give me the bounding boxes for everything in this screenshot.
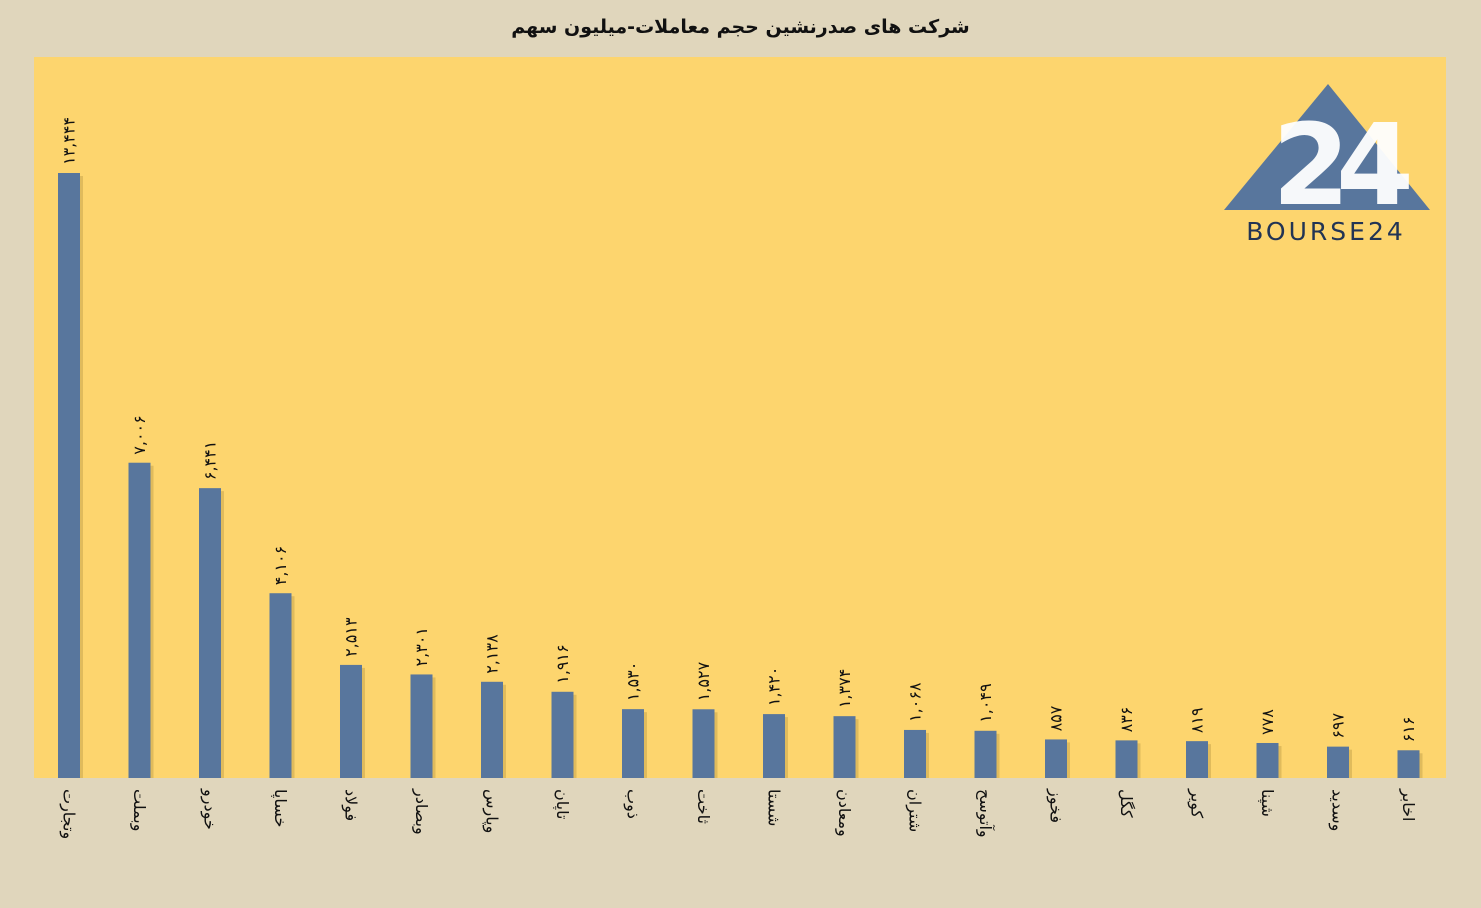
bar bbox=[551, 691, 574, 778]
bar bbox=[481, 681, 503, 778]
value-label: ۸۳۶ bbox=[1117, 707, 1136, 733]
bar bbox=[1045, 739, 1067, 778]
value-label: ۷,۰۰۶ bbox=[130, 415, 149, 454]
bar bbox=[199, 488, 221, 778]
plot-area bbox=[34, 57, 1446, 778]
value-label: ۶۹۷ bbox=[1329, 712, 1348, 738]
logo-numeral: 24 bbox=[1272, 101, 1409, 231]
bar bbox=[692, 709, 715, 778]
category-label: ومعادن bbox=[834, 789, 854, 837]
bar bbox=[410, 674, 433, 778]
value-label: ۱,۹۱۶ bbox=[553, 644, 572, 683]
value-label: ۱,۰۶۸ bbox=[906, 682, 925, 722]
bar bbox=[622, 709, 644, 778]
bar bbox=[904, 729, 926, 778]
bar bbox=[833, 716, 856, 778]
value-label: ۱,۳۷۴ bbox=[835, 669, 854, 708]
bar bbox=[128, 462, 151, 778]
category-label: ذوب bbox=[623, 789, 643, 819]
bar bbox=[269, 593, 292, 778]
bar bbox=[1115, 740, 1138, 778]
bar bbox=[58, 173, 80, 778]
bar bbox=[763, 714, 785, 778]
bar bbox=[340, 664, 362, 778]
category-label: فولاد bbox=[341, 789, 361, 821]
bar bbox=[974, 730, 997, 778]
category-label: شپنا bbox=[1257, 789, 1277, 817]
category-label: فخوز bbox=[1046, 788, 1066, 823]
bourse24-logo: 24 BOURSE24 bbox=[1224, 84, 1430, 246]
value-label: ۴,۱۰۶ bbox=[271, 546, 290, 585]
category-label: شتران bbox=[905, 789, 925, 832]
category-label: وبملت bbox=[129, 789, 149, 831]
category-label: کویر bbox=[1187, 788, 1207, 819]
category-label: خودرو bbox=[200, 788, 220, 830]
value-label: ۱,۵۳۰ bbox=[624, 662, 643, 701]
value-label: ۶,۴۴۱ bbox=[201, 441, 220, 480]
value-label: ۷۷۸ bbox=[1258, 709, 1277, 735]
category-label: اخابر bbox=[1398, 788, 1418, 822]
logo-text: BOURSE24 bbox=[1246, 217, 1406, 246]
value-label: ۱,۴۲۰ bbox=[765, 667, 784, 706]
category-label: شستا bbox=[765, 789, 784, 826]
value-label: ۸۱۹ bbox=[1188, 707, 1207, 733]
value-label: ۲,۱۳۸ bbox=[483, 634, 502, 674]
category-label: وآتوسح bbox=[975, 789, 995, 838]
category-label: وتجارت bbox=[59, 789, 79, 839]
value-label: ۸۵۷ bbox=[1047, 705, 1066, 731]
category-label: کگل bbox=[1117, 789, 1136, 818]
category-label: ثاخت bbox=[694, 789, 713, 824]
bar bbox=[1327, 746, 1349, 778]
bar bbox=[1397, 750, 1420, 778]
category-label: خساپا bbox=[270, 789, 290, 827]
value-label: ۱,۰۴۹ bbox=[976, 683, 995, 722]
category-label: وپارس bbox=[482, 789, 502, 833]
value-label: ۲,۵۱۳ bbox=[342, 617, 361, 657]
category-label: تاپان bbox=[552, 789, 572, 819]
bar bbox=[1256, 742, 1279, 778]
category-label: وسدید bbox=[1328, 789, 1348, 831]
logo-triangle bbox=[1224, 84, 1430, 210]
value-label: ۱,۵۲۷ bbox=[694, 661, 713, 701]
value-label: ۲,۳۰۱ bbox=[412, 627, 431, 666]
bar bbox=[1186, 741, 1208, 778]
value-label: ۱۳,۴۴۴ bbox=[60, 117, 79, 165]
chart-title: شرکت های صدرنشین حجم معاملات-میلیون سهم bbox=[511, 16, 970, 38]
category-label: وبصادر bbox=[411, 788, 431, 835]
value-label: ۶۱۶ bbox=[1399, 716, 1418, 742]
